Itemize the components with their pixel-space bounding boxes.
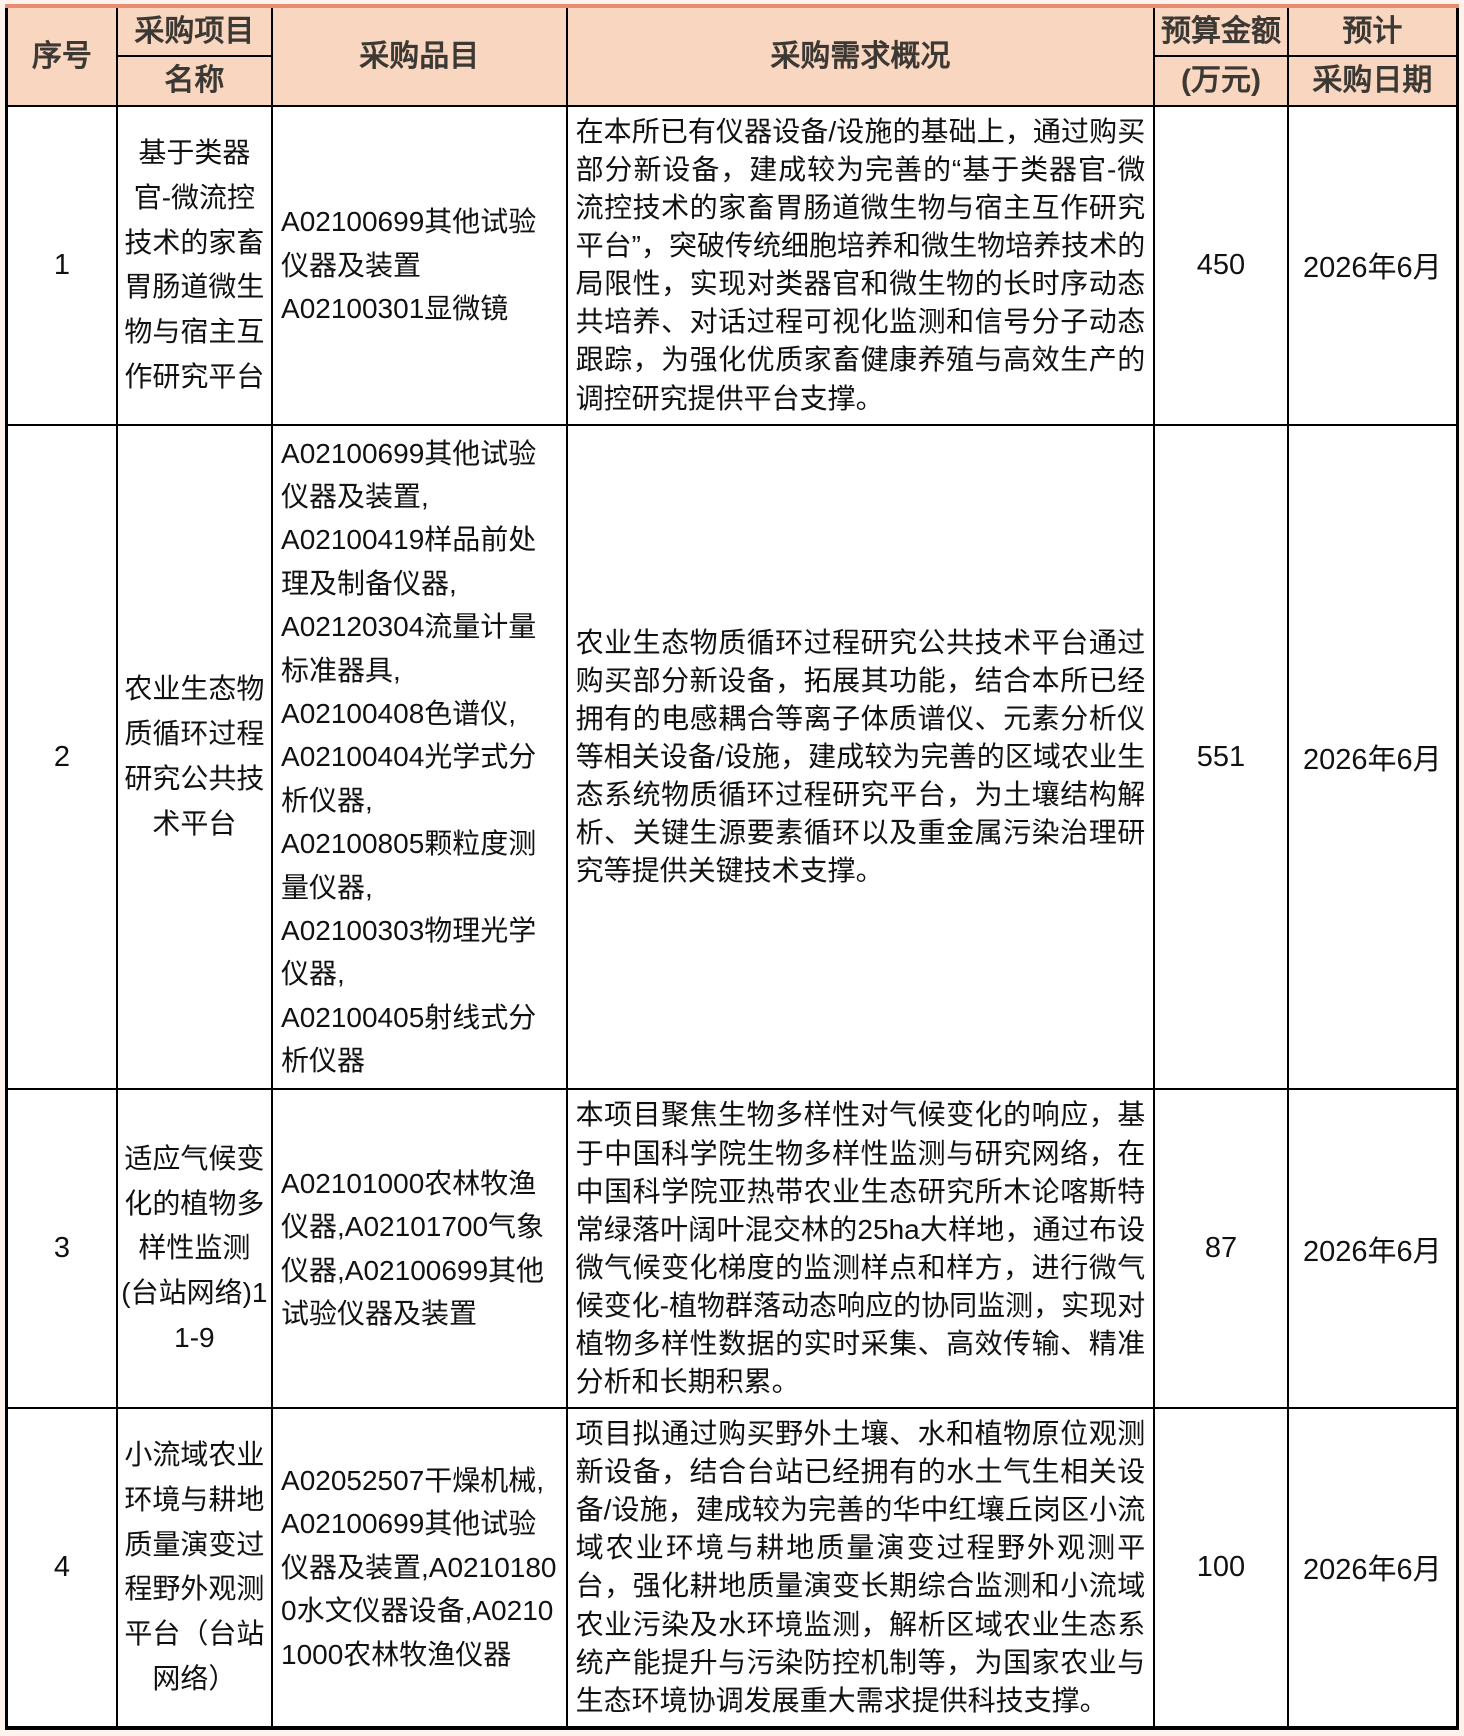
header-budget-line2: (万元) (1153, 55, 1289, 107)
purchase-date-cell: 2026年6月 (1286, 105, 1459, 426)
demand-overview-cell: 本项目聚焦生物多样性对气候变化的响应，基于中国科学院生物多样性监测与研究网络，在… (565, 1088, 1156, 1410)
procurement-items-cell: A02100699其他试验仪器及装置 A02100301显微镜 (271, 105, 568, 426)
header-project-line2: 名称 (115, 55, 274, 107)
header-serial-number: 序号 (5, 5, 118, 107)
header-date-line2: 采购日期 (1286, 55, 1459, 107)
budget-amount-cell: 551 (1153, 423, 1289, 1091)
header-budget-line1: 预算金额 (1153, 5, 1289, 57)
project-name-cell: 农业生态物质循环过程研究公共技术平台 (115, 423, 274, 1091)
budget-amount-cell: 100 (1153, 1407, 1289, 1729)
budget-amount-cell: 450 (1153, 105, 1289, 426)
demand-overview-cell: 在本所已有仪器设备/设施的基础上，通过购买部分新设备，建成较为完善的“基于类器官… (565, 105, 1156, 426)
header-project-line1: 采购项目 (115, 5, 274, 57)
purchase-date-cell: 2026年6月 (1286, 1407, 1459, 1729)
project-name-cell: 小流域农业环境与耕地质量演变过程野外观测平台（台站网络） (115, 1407, 274, 1729)
table-row: 2 农业生态物质循环过程研究公共技术平台 A02100699其他试验仪器及装置,… (5, 423, 1459, 1091)
procurement-items-cell: A02101000农林牧渔仪器,A02101700气象仪器,A02100699其… (271, 1088, 568, 1410)
header-date-line1: 预计 (1286, 5, 1459, 57)
table-row: 4 小流域农业环境与耕地质量演变过程野外观测平台（台站网络） A02052507… (5, 1407, 1459, 1729)
table-row: 1 基于类器官-微流控技术的家畜胃肠道微生物与宿主互作研究平台 A0210069… (5, 105, 1459, 426)
purchase-date-cell: 2026年6月 (1286, 1088, 1459, 1410)
procurement-items-cell: A02100699其他试验仪器及装置, A02100419样品前处理及制备仪器,… (271, 423, 568, 1091)
project-name-cell: 适应气候变化的植物多样性监测(台站网络)11-9 (115, 1088, 274, 1410)
header-row-top: 序号 采购项目 采购品目 采购需求概况 预算金额 预计 (5, 5, 1459, 107)
demand-overview-cell: 项目拟通过购买野外土壤、水和植物原位观测新设备，结合台站已经拥有的水土气生相关设… (565, 1407, 1156, 1729)
table-row: 3 适应气候变化的植物多样性监测(台站网络)11-9 A02101000农林牧渔… (5, 1088, 1459, 1410)
demand-overview-cell: 农业生态物质循环过程研究公共技术平台通过购买部分新设备，拓展其功能，结合本所已经… (565, 423, 1156, 1091)
table-header: 序号 采购项目 采购品目 采购需求概况 预算金额 预计 名称 (万元) 采购日期 (5, 5, 1459, 107)
header-row-bottom: 名称 (万元) 采购日期 (7, 55, 1459, 107)
serial-number-cell: 1 (5, 105, 118, 426)
budget-amount-cell: 87 (1153, 1088, 1289, 1410)
serial-number-cell: 3 (5, 1088, 118, 1410)
serial-number-cell: 2 (5, 423, 118, 1091)
table-body: 1 基于类器官-微流控技术的家畜胃肠道微生物与宿主互作研究平台 A0210069… (5, 105, 1459, 1729)
purchase-date-cell: 2026年6月 (1286, 423, 1459, 1091)
serial-number-cell: 4 (5, 1407, 118, 1729)
procurement-table: 序号 采购项目 采购品目 采购需求概况 预算金额 预计 名称 (万元) 采购日期… (5, 4, 1459, 1730)
header-procurement-items: 采购品目 (271, 5, 568, 107)
header-demand-overview: 采购需求概况 (565, 5, 1156, 107)
project-name-cell: 基于类器官-微流控技术的家畜胃肠道微生物与宿主互作研究平台 (115, 105, 274, 426)
procurement-items-cell: A02052507干燥机械,A02100699其他试验仪器及装置,A021018… (271, 1407, 568, 1729)
